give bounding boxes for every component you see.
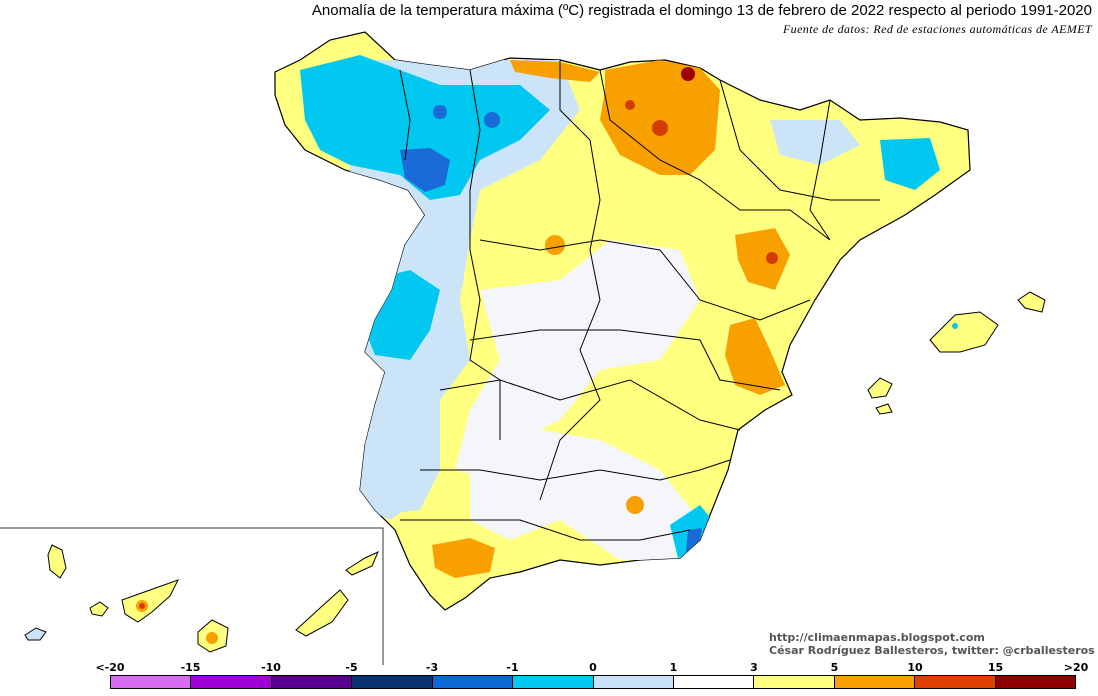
la-palma-island — [47, 544, 67, 579]
legend-swatch — [915, 676, 996, 688]
anomaly-spot-red — [652, 120, 668, 136]
legend-swatch — [995, 676, 1076, 688]
map-title: Anomalía de la temperatura máxima (ºC) r… — [311, 2, 1092, 19]
legend-tick-label: -1 — [506, 661, 519, 674]
anomaly-spot-dark-red — [681, 67, 695, 81]
legend-swatch — [271, 676, 353, 688]
menorca-island — [1017, 291, 1046, 313]
anomaly-zone-aragon-orange — [735, 228, 790, 290]
legend-tick-label: 5 — [830, 661, 839, 674]
legend-swatch — [754, 676, 835, 688]
legend-tick-label: -5 — [345, 661, 358, 674]
el-hierro-island — [24, 627, 47, 641]
legend-swatch — [673, 676, 755, 688]
anomaly-spot-red — [139, 603, 145, 609]
credits: http://climaenmapas.blogspot.com César R… — [769, 631, 1095, 657]
data-source-note: Fuente de datos: Red de estaciones autom… — [782, 22, 1092, 36]
color-legend — [110, 675, 1076, 689]
anomaly-zone-catalonia-cyan — [880, 138, 940, 190]
author-credit: César Rodríguez Ballesteros, twitter: @c… — [769, 644, 1095, 657]
anomaly-zone-north-orange — [600, 60, 720, 175]
anomaly-spot-orange — [545, 235, 565, 255]
anomaly-zone-andalusia-orange — [432, 538, 495, 578]
lanzarote-island — [345, 551, 379, 576]
legend-labels: <-20 -15 -10 -5 -3 -1 0 1 3 5 10 15 >20 — [0, 661, 1098, 675]
anomaly-spot-dark-blue — [484, 112, 500, 128]
anomaly-zone-valencia-orange — [725, 318, 785, 395]
blog-url[interactable]: http://climaenmapas.blogspot.com — [769, 631, 985, 644]
fuerteventura-island — [295, 589, 349, 637]
balearic-islands — [867, 291, 1046, 415]
anomaly-spot-cyan — [952, 323, 958, 329]
legend-tick-label: 3 — [750, 661, 758, 674]
anomaly-spot-orange — [626, 496, 644, 514]
anomaly-zone-murcia-dark-blue — [686, 528, 702, 552]
legend-tick-label: -15 — [180, 661, 201, 674]
ibiza-island — [867, 377, 893, 399]
anomaly-zone-south-neutral — [470, 430, 700, 560]
legend-swatch — [111, 676, 192, 688]
iberian-peninsula — [274, 31, 971, 611]
anomaly-spot-red — [625, 100, 635, 110]
legend-tick-label: 1 — [669, 661, 678, 674]
anomaly-zone-center-neutral — [455, 240, 700, 480]
inset-frame — [0, 527, 384, 665]
anomaly-zone-galicia-cyan — [300, 55, 550, 200]
legend-tick-label: -3 — [425, 661, 439, 674]
anomaly-zone-southwest-pale-blue — [365, 430, 440, 515]
anomaly-zone-galicia-dark-blue — [400, 148, 450, 192]
legend-swatch — [593, 676, 674, 688]
anomaly-zone-cantabria-orange — [510, 60, 600, 82]
legend-swatch — [352, 676, 433, 688]
tenerife-island — [121, 579, 180, 623]
legend-swatch — [834, 676, 916, 688]
legend-swatch — [432, 676, 514, 688]
legend-swatch — [513, 676, 594, 688]
legend-tick-label: <-20 — [95, 661, 125, 674]
legend-tick-label: 15 — [987, 661, 1004, 674]
canary-islands-inset — [0, 527, 384, 665]
legend-tick-label: >20 — [1063, 661, 1089, 674]
anomaly-spot-dark-blue — [433, 105, 447, 119]
legend-swatch — [191, 676, 272, 688]
legend-tick-label: 0 — [589, 661, 597, 674]
legend-tick-label: -10 — [261, 661, 281, 674]
mallorca-island — [929, 311, 999, 353]
anomaly-zone-catalonia-pale-blue — [770, 120, 860, 165]
legend-tick-label: 10 — [907, 661, 923, 674]
region-borders — [399, 60, 880, 541]
anomaly-spot-red — [766, 252, 778, 264]
anomaly-spot-orange — [206, 632, 218, 644]
formentera-island — [875, 403, 893, 415]
la-gomera-island — [89, 601, 109, 617]
